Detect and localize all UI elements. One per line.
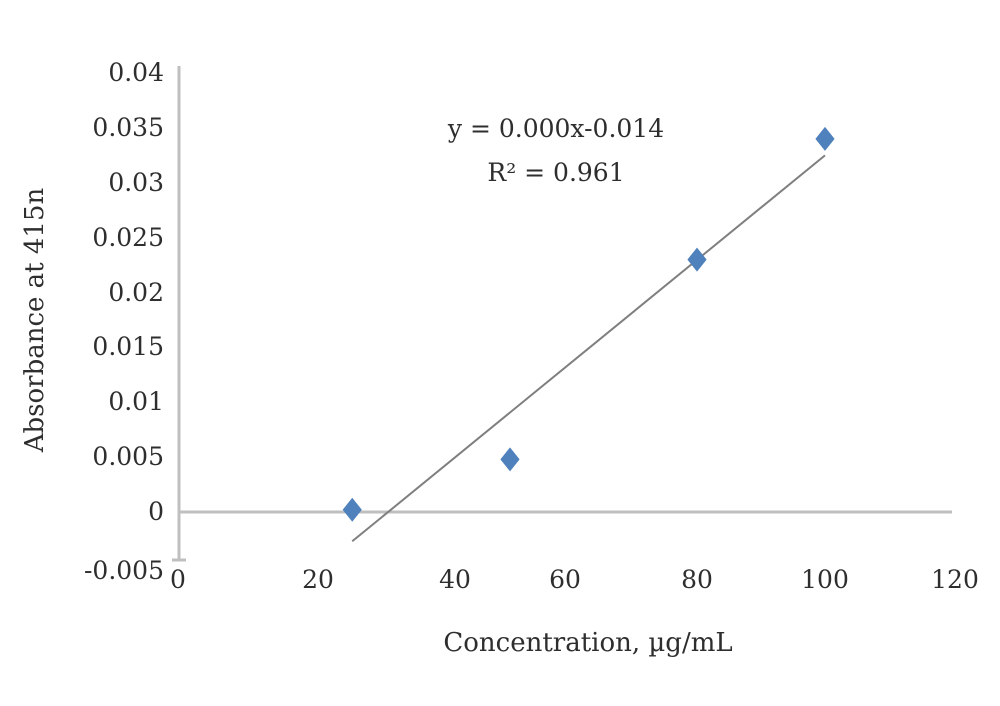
x-tick-label: 80 bbox=[681, 565, 713, 594]
trendline-equation: y = 0.000x-0.014 bbox=[447, 114, 665, 143]
x-tick-label: 100 bbox=[801, 565, 849, 594]
trendline bbox=[351, 154, 826, 543]
x-tick-label: 120 bbox=[931, 565, 979, 594]
y-tick-label: 0.03 bbox=[108, 167, 164, 197]
y-tick-label: -0.005 bbox=[83, 555, 164, 585]
data-points bbox=[342, 126, 835, 522]
x-tick-label: 0 bbox=[170, 565, 186, 594]
r-squared-label: R² = 0.961 bbox=[487, 158, 625, 187]
data-point-diamond-icon bbox=[687, 247, 707, 272]
y-axis-label: Absorbance at 415n bbox=[20, 187, 50, 453]
x-axis-label: Concentration, µg/mL bbox=[443, 628, 733, 658]
y-tick-label: 0.025 bbox=[92, 222, 164, 252]
data-point-diamond-icon bbox=[815, 126, 835, 151]
x-tick-label: 20 bbox=[302, 565, 334, 594]
x-tick-label: 60 bbox=[549, 565, 581, 594]
y-tick-label: 0.005 bbox=[92, 442, 164, 472]
y-tick-label: 0 bbox=[148, 497, 164, 526]
y-tick-label: 0.02 bbox=[108, 277, 164, 307]
data-point-diamond-icon bbox=[342, 497, 362, 522]
x-tick-label: 40 bbox=[439, 565, 471, 594]
y-tick-label: 0.01 bbox=[108, 387, 164, 417]
linear-trendline bbox=[351, 154, 826, 543]
y-tick-label: 0.015 bbox=[92, 332, 164, 362]
y-tick-label: 0.035 bbox=[92, 112, 164, 142]
y-tick-label: 0.04 bbox=[108, 58, 164, 87]
data-point-diamond-icon bbox=[500, 447, 520, 472]
